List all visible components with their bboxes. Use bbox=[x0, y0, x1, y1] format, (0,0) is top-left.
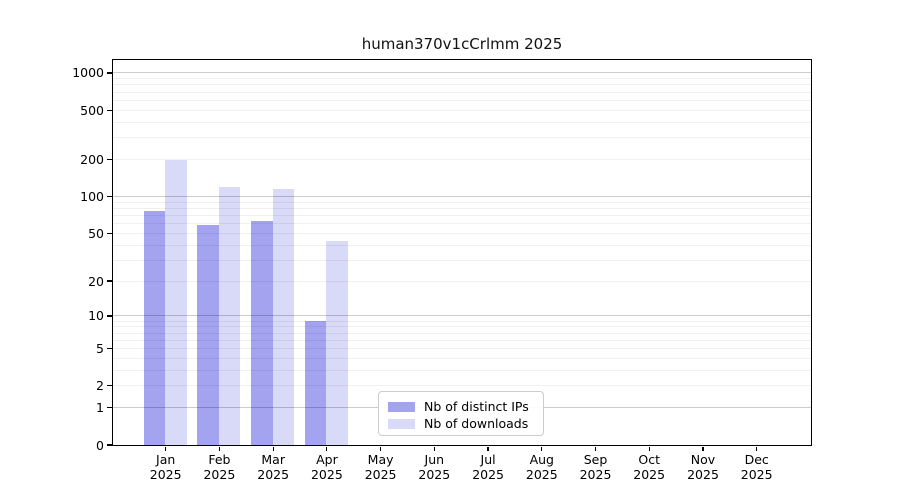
y-tick-mark-100 bbox=[107, 195, 112, 198]
bar-downloads-feb bbox=[218, 187, 241, 445]
bar-downloads-mar bbox=[272, 189, 295, 445]
x-tick-label-sep: Sep 2025 bbox=[579, 452, 612, 482]
x-tick-label-oct: Oct 2025 bbox=[633, 452, 666, 482]
x-tick-label-mar: Mar 2025 bbox=[257, 452, 290, 482]
y-tick-label-1000: 1000 bbox=[72, 65, 104, 81]
gridline-200 bbox=[112, 158, 811, 160]
gridline-900 bbox=[112, 78, 811, 80]
y-tick-mark-10 bbox=[107, 315, 112, 317]
gridline-30 bbox=[112, 259, 811, 261]
legend: Nb of distinct IPs Nb of downloads bbox=[378, 391, 544, 436]
gridline-80 bbox=[112, 207, 811, 209]
y-tick-mark-0 bbox=[107, 444, 112, 446]
x-tick-mark-jun bbox=[433, 446, 435, 451]
x-tick-label-apr: Apr 2025 bbox=[310, 452, 343, 482]
x-tick-label-nov: Nov 2025 bbox=[687, 452, 719, 482]
x-tick-label-jan: Jan 2025 bbox=[149, 452, 182, 482]
gridline-20 bbox=[112, 280, 811, 282]
gridline-4 bbox=[112, 357, 811, 359]
y-tick-label-2: 2 bbox=[96, 378, 104, 394]
legend-swatch-ips-icon bbox=[388, 401, 415, 412]
gridline-50 bbox=[112, 232, 811, 234]
gridline-60 bbox=[112, 223, 811, 225]
y-tick-label-100: 100 bbox=[80, 189, 104, 204]
legend-item-distinct-ips: Nb of distinct IPs bbox=[388, 398, 535, 415]
gridline-90 bbox=[112, 201, 811, 203]
y-tick-label-200: 200 bbox=[80, 151, 104, 167]
x-tick-mark-oct bbox=[648, 446, 650, 451]
plot-area bbox=[111, 58, 812, 446]
y-tick-label-500: 500 bbox=[80, 102, 104, 118]
y-tick-mark-20 bbox=[107, 280, 112, 282]
y-tick-label-10: 10 bbox=[88, 308, 104, 324]
bar-downloads-apr bbox=[326, 240, 348, 445]
legend-item-downloads: Nb of downloads bbox=[388, 415, 535, 432]
x-tick-label-dec: Dec 2025 bbox=[740, 452, 773, 482]
x-tick-mark-mar bbox=[272, 446, 274, 451]
gridline-300 bbox=[112, 137, 811, 139]
gridline-70 bbox=[112, 214, 811, 216]
legend-label-downloads: Nb of downloads bbox=[424, 416, 529, 431]
gridline-1000 bbox=[112, 72, 811, 74]
gridline-100 bbox=[112, 196, 811, 197]
x-tick-label-may: May 2025 bbox=[364, 452, 397, 482]
y-tick-mark-200 bbox=[107, 158, 112, 161]
legend-label-distinct-ips: Nb of distinct IPs bbox=[424, 399, 529, 414]
chart-title: human370v1cCrlmm 2025 bbox=[361, 35, 563, 53]
bar-ips-jan bbox=[143, 211, 166, 445]
x-tick-label-jul: Jul 2025 bbox=[472, 452, 504, 482]
x-tick-mark-nov bbox=[702, 446, 704, 451]
gridline-400 bbox=[112, 121, 811, 123]
y-tick-mark-1 bbox=[107, 407, 112, 409]
bar-ips-apr bbox=[304, 320, 327, 445]
legend-swatch-downloads-icon bbox=[388, 418, 415, 429]
gridline-600 bbox=[112, 99, 811, 101]
bar-ips-mar bbox=[251, 220, 273, 445]
x-tick-mark-dec bbox=[756, 446, 758, 451]
y-tick-mark-2 bbox=[107, 385, 112, 387]
y-tick-label-50: 50 bbox=[88, 225, 104, 241]
gridline-5 bbox=[112, 348, 811, 349]
gridline-6 bbox=[112, 339, 811, 341]
gridline-7 bbox=[112, 332, 811, 334]
y-tick-label-0: 0 bbox=[96, 437, 104, 453]
x-tick-mark-aug bbox=[541, 446, 543, 451]
y-tick-label-5: 5 bbox=[96, 341, 104, 356]
gridline-8 bbox=[112, 326, 811, 328]
gridline-40 bbox=[112, 244, 811, 246]
x-tick-mark-may bbox=[380, 446, 382, 451]
bar-downloads-jan bbox=[165, 160, 187, 445]
bar-ips-feb bbox=[197, 224, 219, 445]
x-tick-label-feb: Feb 2025 bbox=[203, 452, 236, 482]
gridline-700 bbox=[112, 91, 811, 93]
gridline-9 bbox=[112, 320, 811, 322]
y-tick-mark-50 bbox=[107, 232, 112, 234]
x-tick-mark-sep bbox=[594, 446, 597, 451]
x-tick-mark-jul bbox=[487, 446, 489, 451]
y-tick-mark-5 bbox=[107, 347, 112, 350]
x-tick-mark-feb bbox=[218, 446, 221, 451]
y-tick-mark-1000 bbox=[107, 72, 112, 74]
y-tick-label-20: 20 bbox=[88, 273, 104, 289]
gridline-800 bbox=[112, 84, 811, 86]
y-tick-label-1: 1 bbox=[96, 400, 104, 416]
x-tick-mark-jan bbox=[165, 446, 167, 451]
x-tick-label-jun: Jun 2025 bbox=[418, 452, 451, 482]
gridline-500 bbox=[112, 109, 811, 111]
gridline-3 bbox=[112, 369, 811, 371]
x-tick-mark-apr bbox=[326, 446, 328, 451]
x-tick-label-aug: Aug 2025 bbox=[525, 452, 558, 482]
y-tick-mark-500 bbox=[107, 109, 112, 111]
gridline-10 bbox=[112, 315, 811, 317]
gridline-2 bbox=[112, 385, 811, 387]
